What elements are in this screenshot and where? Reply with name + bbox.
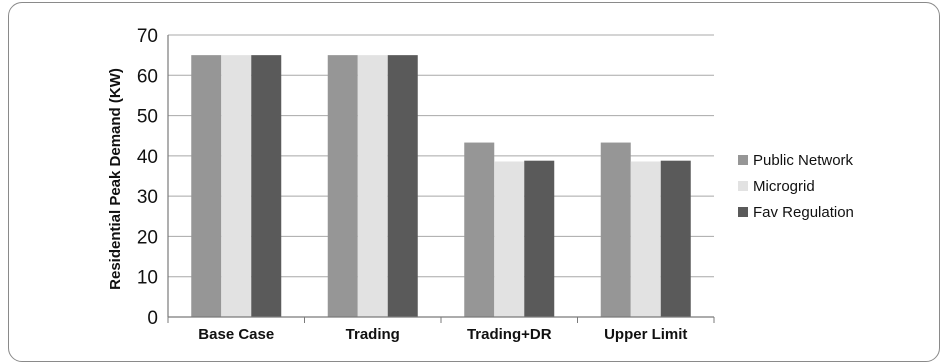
y-tick-label: 30 <box>137 187 158 208</box>
y-tick-label: 20 <box>137 227 158 248</box>
legend-label: Public Network <box>753 152 854 169</box>
y-tick-label: 50 <box>137 107 158 128</box>
bar <box>387 55 418 318</box>
bar <box>600 142 631 317</box>
x-category-label: Trading <box>346 326 400 343</box>
y-tick-label: 10 <box>137 268 158 289</box>
bar <box>191 55 222 318</box>
y-tick-label: 70 <box>137 26 158 47</box>
legend-swatch <box>738 181 748 191</box>
y-tick-label: 60 <box>137 66 158 87</box>
bar <box>524 160 555 317</box>
bars <box>191 55 691 318</box>
x-category-label: Upper Limit <box>604 326 687 343</box>
y-tick-label: 40 <box>137 147 158 168</box>
bar <box>660 160 691 317</box>
x-category-label: Trading+DR <box>467 326 552 343</box>
bar-chart: 0 10 20 30 40 50 60 70 Base Case Trading Trading+… <box>107 26 854 343</box>
bar <box>630 161 661 317</box>
bar <box>251 55 282 318</box>
x-category-label: Base Case <box>198 326 274 343</box>
bar <box>357 55 388 318</box>
bar <box>494 161 525 317</box>
bar <box>464 142 495 317</box>
bar <box>221 55 252 318</box>
y-tick-label: 0 <box>147 308 158 329</box>
legend-label: Microgrid <box>753 178 815 195</box>
legend: Public Network Microgrid Fav Regulation <box>738 152 854 221</box>
y-tick-labels: 0 10 20 30 40 50 60 70 <box>137 26 158 329</box>
bar <box>327 55 358 318</box>
y-axis-title: Residential Peak Demand (KW) <box>107 68 124 290</box>
legend-swatch <box>738 207 748 217</box>
legend-swatch <box>738 155 748 165</box>
legend-label: Fav Regulation <box>753 204 854 221</box>
axes <box>167 35 715 323</box>
x-category-labels: Base Case Trading Trading+DR Upper Limit <box>198 326 687 343</box>
